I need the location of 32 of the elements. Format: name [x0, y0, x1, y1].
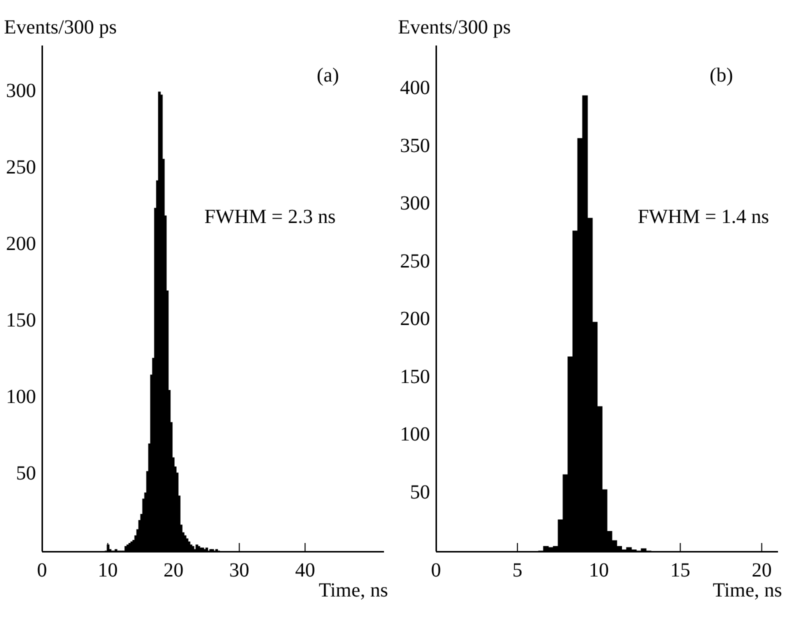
y-tick-label: 200: [6, 233, 36, 256]
x-axis-title: Time, ns: [318, 579, 388, 602]
y-tick-label: 300: [6, 80, 36, 102]
x-axis-title: Time, ns: [712, 579, 782, 602]
y-tick-label: 250: [6, 156, 36, 179]
y-tick-label: 150: [400, 366, 430, 388]
x-tick-label: 20: [752, 559, 772, 582]
y-tick-label: 50: [16, 462, 36, 485]
x-tick-label: 40: [295, 559, 316, 582]
x-tick-label: 5: [512, 559, 522, 582]
y-axis-title: Events/300 ps: [4, 16, 117, 38]
x-tick-label: 15: [670, 559, 690, 582]
annotation: (b): [710, 64, 733, 86]
annotation: (a): [316, 64, 339, 86]
x-tick-label: 20: [164, 559, 184, 582]
y-tick-label: 300: [400, 192, 430, 215]
y-tick-label: 200: [400, 308, 430, 330]
y-tick-label: 50: [410, 481, 430, 504]
y-tick-label: 250: [400, 250, 430, 272]
y-tick-label: 100: [400, 424, 430, 446]
y-tick-label: 400: [400, 77, 430, 100]
x-tick-label: 10: [98, 559, 118, 582]
y-tick-label: 350: [400, 134, 430, 157]
x-tick-label: 0: [431, 559, 441, 582]
annotation: FWHM = 1.4 ns: [638, 206, 770, 228]
y-tick-label: 150: [6, 310, 36, 332]
y-tick-label: 100: [6, 386, 36, 408]
annotation: FWHM = 2.3 ns: [204, 206, 336, 228]
x-tick-label: 0: [37, 559, 47, 582]
y-axis-title: Events/300 ps: [398, 16, 511, 38]
x-tick-label: 30: [229, 559, 250, 582]
x-tick-label: 10: [588, 559, 609, 582]
